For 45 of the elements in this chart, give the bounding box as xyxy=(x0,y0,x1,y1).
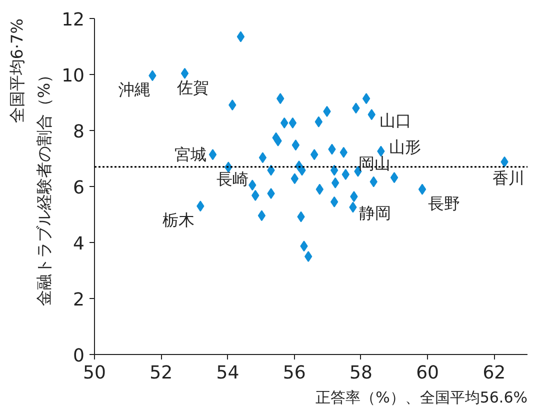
annotation: 山口 xyxy=(380,111,412,130)
x-tick-label: 62 xyxy=(482,362,506,384)
point xyxy=(304,251,312,262)
point xyxy=(258,210,266,222)
annotation: 長野 xyxy=(428,194,460,213)
y-tick-label: 6 xyxy=(73,178,84,198)
point xyxy=(330,164,338,176)
y-tick-label: 2 xyxy=(73,290,84,310)
annotation: 山形 xyxy=(388,138,421,157)
point xyxy=(418,184,426,195)
x-tick-label: 54 xyxy=(216,362,240,384)
point xyxy=(236,31,245,42)
point xyxy=(292,140,300,151)
annotation: 静岡 xyxy=(358,204,391,223)
y-tick-label: 10 xyxy=(62,66,84,86)
annotation: 香川 xyxy=(492,168,525,188)
y-axis-title: 金融トラブル経験者の割合（%） xyxy=(34,66,54,306)
point xyxy=(180,68,189,79)
annotation: 岡山 xyxy=(358,154,390,174)
ref-line-label: 全国平均6·7% xyxy=(8,18,26,124)
x-tick-label: 50 xyxy=(83,362,106,384)
annotation: 栃木 xyxy=(162,210,194,230)
y-tick-label: 8 xyxy=(73,122,84,142)
point xyxy=(290,173,299,184)
annotation: 長崎 xyxy=(216,170,248,189)
y-tick-label: 4 xyxy=(73,234,84,254)
point xyxy=(390,172,398,184)
annotation: 宮城 xyxy=(174,145,207,164)
point xyxy=(310,149,318,160)
point xyxy=(258,152,267,164)
point xyxy=(208,149,217,160)
x-tick-label: 58 xyxy=(350,362,372,384)
point xyxy=(288,117,297,128)
x-axis-title: 正答率（%）、全国平均56.6% xyxy=(316,388,528,406)
point xyxy=(331,177,340,188)
point xyxy=(362,93,370,104)
x-tick-label: 52 xyxy=(150,362,173,384)
x-tick-label: 56 xyxy=(282,362,306,384)
point xyxy=(330,196,338,208)
x-tick-label: 60 xyxy=(416,362,440,384)
point xyxy=(267,188,275,199)
annotation: 佐賀 xyxy=(176,78,209,97)
y-tick-label: 0 xyxy=(73,346,84,366)
annotation: 沖縄 xyxy=(118,80,150,100)
y-tick-label: 12 xyxy=(62,10,84,30)
